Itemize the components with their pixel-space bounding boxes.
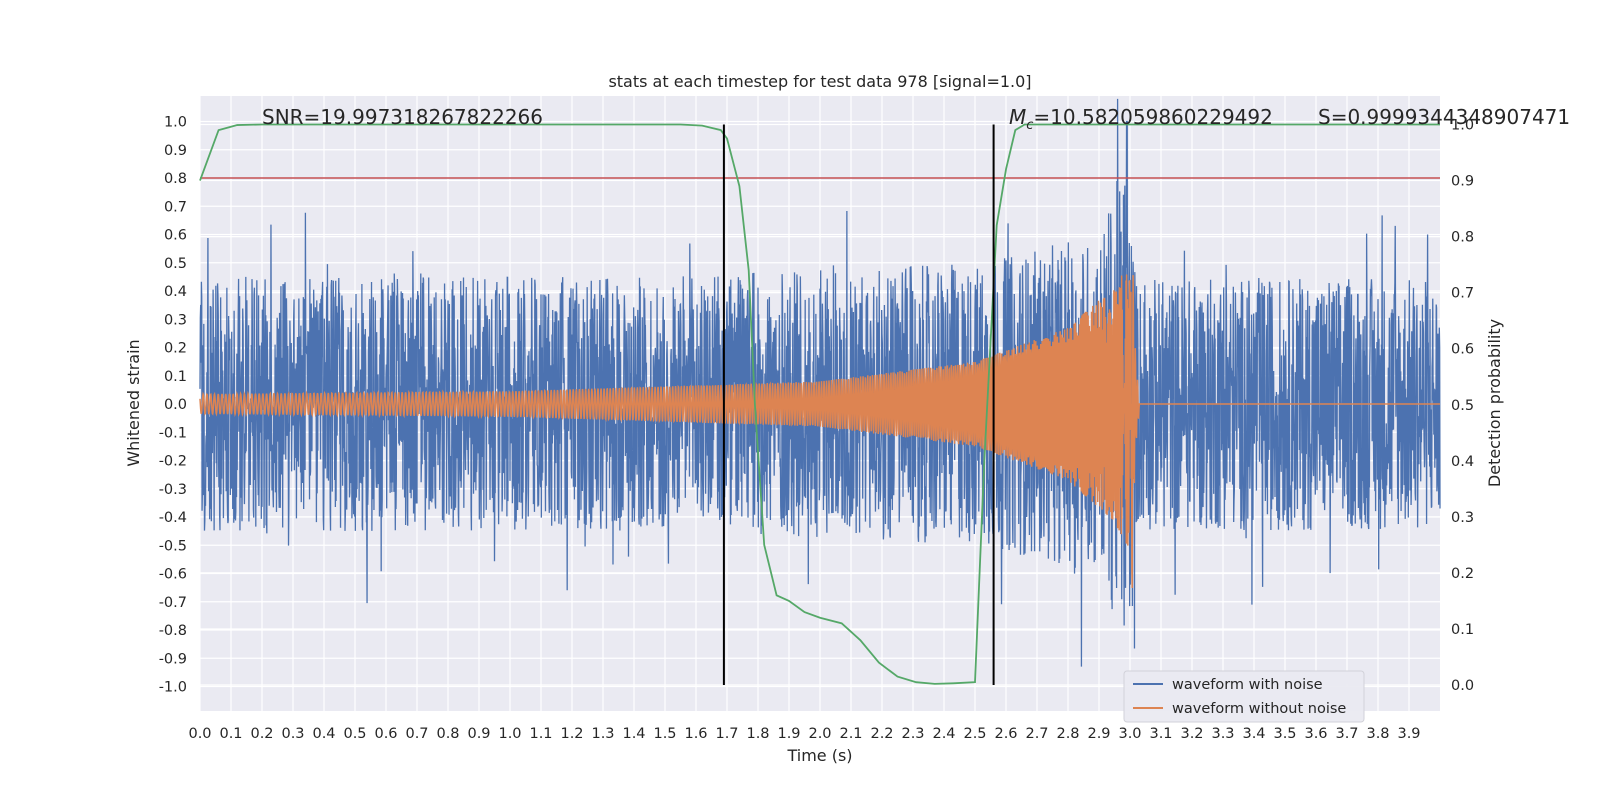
y-tick-label: 0.4 — [164, 284, 187, 300]
y-tick-label: 0.0 — [164, 397, 187, 413]
y2-tick-label: 0.1 — [1451, 622, 1474, 638]
x-tick-label: 1.4 — [622, 726, 645, 742]
chirp-mass-annotation: Mc=10.582059860229492 — [1009, 105, 1273, 133]
y-tick-label: 1.0 — [164, 115, 187, 131]
x-tick-label: 3.8 — [1366, 726, 1389, 742]
noisy-waveform-layer — [199, 98, 1441, 667]
x-tick-label: 1.8 — [746, 726, 769, 742]
y-tick-label: 0.5 — [164, 256, 187, 272]
y2-tick-label: 0.9 — [1451, 174, 1474, 190]
probability-line-layer — [199, 123, 1440, 685]
y-tick-label: 0.3 — [164, 312, 187, 328]
y-tick-label: -0.6 — [159, 567, 187, 583]
x-tick-labels: 0.0 0.1 0.2 0.3 0.4 0.5 0.6 0.7 0.8 0.9 1.0 1.1 1.2 1… — [188, 726, 1420, 742]
y2-tick-label: 0.4 — [1451, 454, 1474, 470]
series-line-detection-probability — [199, 123, 1440, 685]
y-tick-label: -1.0 — [159, 680, 187, 696]
y2-tick-label: 0.3 — [1451, 510, 1474, 526]
series-line-waveform-without-noise — [199, 274, 1440, 588]
y-tick-label: -0.8 — [159, 623, 187, 639]
y2-tick-label: 0.6 — [1451, 342, 1474, 358]
x-tick-label: 2.2 — [870, 726, 893, 742]
x-tick-label: 3.5 — [1273, 726, 1296, 742]
x-tick-label: 1.0 — [498, 726, 521, 742]
y-axis-label: Whitened strain — [124, 339, 143, 466]
x-tick-label: 3.2 — [1180, 726, 1203, 742]
x-tick-label: 1.9 — [777, 726, 800, 742]
y2-tick-labels: 1.0 0.9 0.8 0.7 0.6 0.5 0.4 0.3 0.2 0.1 0.0 — [1451, 118, 1474, 695]
x-tick-label: 2.9 — [1087, 726, 1110, 742]
y2-axis-label: Detection probability — [1485, 319, 1504, 487]
x-tick-label: 3.9 — [1397, 726, 1420, 742]
y-tick-label: 0.8 — [164, 171, 187, 187]
y2-tick-label: 0.8 — [1451, 230, 1474, 246]
chart-title: stats at each timestep for test data 978… — [608, 72, 1031, 91]
y-tick-label: -0.2 — [159, 454, 187, 470]
vertical-marker-lines — [722, 124, 995, 685]
y-tick-labels: 1.0 0.9 0.8 0.7 0.6 0.5 0.4 0.3 0.2 0.1 0.0 -0.1 -0.… — [159, 115, 187, 696]
clean-waveform-layer — [199, 274, 1440, 588]
y-tick-label: 0.1 — [164, 369, 187, 385]
s-annotation: S=0.9999344348907471 — [1318, 105, 1570, 129]
y2-tick-label: 0.7 — [1451, 286, 1474, 302]
x-tick-label: 2.7 — [1025, 726, 1048, 742]
y-tick-label: -0.7 — [159, 595, 187, 611]
x-tick-label: 0.2 — [250, 726, 273, 742]
x-tick-label: 3.0 — [1118, 726, 1141, 742]
chirp-mass-symbol: M — [1009, 105, 1026, 129]
x-tick-label: 1.2 — [560, 726, 583, 742]
y2-tick-label: 1.0 — [1451, 118, 1474, 134]
x-tick-label: 2.1 — [839, 726, 862, 742]
snr-annotation: SNR=19.997318267822266 — [262, 105, 543, 129]
y2-tick-label: 0.0 — [1451, 678, 1474, 694]
y-tick-label: 0.9 — [164, 143, 187, 159]
y-tick-label: -0.9 — [159, 651, 187, 667]
y-tick-label: -0.1 — [159, 425, 187, 441]
x-tick-label: 2.8 — [1056, 726, 1079, 742]
x-tick-label: 3.3 — [1211, 726, 1234, 742]
x-tick-label: 2.4 — [932, 726, 955, 742]
y2-tick-label: 0.2 — [1451, 566, 1474, 582]
x-tick-label: 1.6 — [684, 726, 707, 742]
x-tick-label: 0.7 — [405, 726, 428, 742]
x-tick-label: 0.9 — [467, 726, 490, 742]
x-tick-label: 2.3 — [901, 726, 924, 742]
x-tick-label: 2.5 — [963, 726, 986, 742]
x-tick-label: 0.8 — [436, 726, 459, 742]
x-tick-label: 0.1 — [219, 726, 242, 742]
chirp-mass-value: =10.582059860229492 — [1033, 105, 1272, 129]
y-tick-label: 0.6 — [164, 228, 187, 244]
y-tick-label: 0.7 — [164, 199, 187, 215]
x-tick-label: 0.0 — [188, 726, 211, 742]
x-axis-label: Time (s) — [786, 746, 852, 765]
series-line-waveform-with-noise — [199, 98, 1441, 667]
y-tick-label: -0.5 — [159, 538, 187, 554]
x-tick-label: 0.6 — [374, 726, 397, 742]
y-tick-label: -0.4 — [159, 510, 187, 526]
x-tick-label: 1.3 — [591, 726, 614, 742]
legend-label-clean: waveform without noise — [1172, 701, 1346, 717]
x-tick-label: 0.3 — [281, 726, 304, 742]
chirp-mass-subscript: c — [1026, 118, 1033, 133]
x-tick-label: 3.6 — [1304, 726, 1327, 742]
legend-label-noisy: waveform with noise — [1172, 677, 1323, 693]
x-tick-label: 0.5 — [343, 726, 366, 742]
x-tick-label: 2.6 — [994, 726, 1017, 742]
legend: waveform with noise waveform without noi… — [1123, 670, 1365, 723]
x-tick-label: 2.0 — [808, 726, 831, 742]
x-tick-label: 3.4 — [1242, 726, 1265, 742]
y-tick-label: -0.3 — [159, 482, 187, 498]
legend-box — [1123, 670, 1365, 723]
x-tick-label: 3.1 — [1149, 726, 1172, 742]
y-tick-label: 0.2 — [164, 341, 187, 357]
x-tick-label: 1.7 — [715, 726, 738, 742]
y2-tick-label: 0.5 — [1451, 398, 1474, 414]
x-tick-label: 1.1 — [529, 726, 552, 742]
x-tick-label: 3.7 — [1335, 726, 1358, 742]
x-tick-label: 0.4 — [312, 726, 335, 742]
x-tick-label: 1.5 — [653, 726, 676, 742]
